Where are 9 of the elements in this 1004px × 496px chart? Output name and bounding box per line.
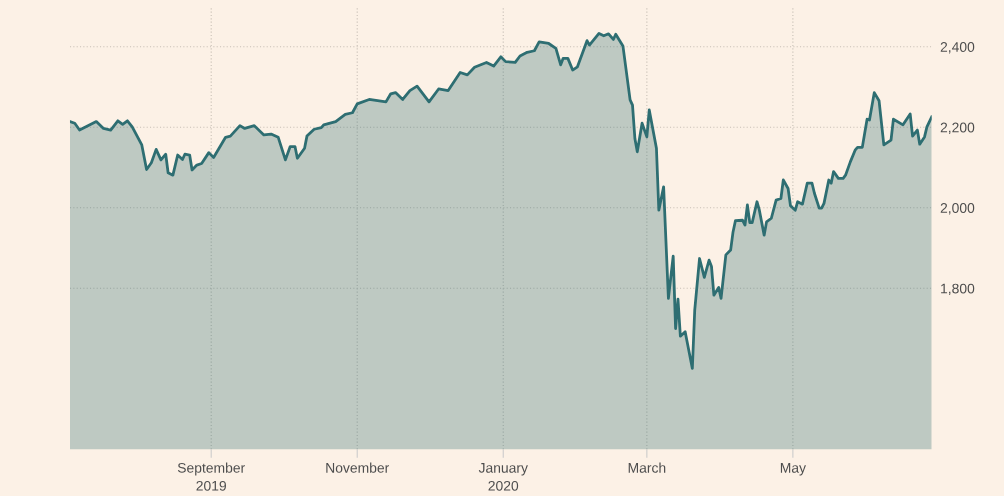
y-tick-label: 2,200: [940, 122, 975, 135]
x-tick-label: November: [326, 462, 390, 473]
y-tick-label: 2,400: [940, 42, 975, 54]
x-tick-label: May: [780, 463, 806, 476]
y-tick-label: 1,800: [941, 283, 975, 296]
x-tick-label: January 2020: [478, 463, 528, 491]
y-tick-label: 2,000: [940, 203, 975, 215]
x-tick-label: September 2019: [177, 462, 245, 491]
x-tick-label: March: [628, 462, 666, 473]
